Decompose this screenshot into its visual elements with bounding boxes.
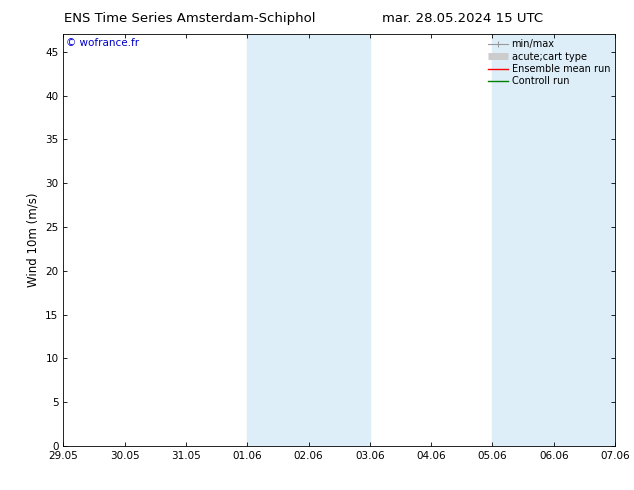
Legend: min/max, acute;cart type, Ensemble mean run, Controll run: min/max, acute;cart type, Ensemble mean … xyxy=(486,36,613,89)
Bar xyxy=(493,34,615,446)
Text: © wofrance.fr: © wofrance.fr xyxy=(66,38,139,49)
Bar xyxy=(247,34,370,446)
Text: mar. 28.05.2024 15 UTC: mar. 28.05.2024 15 UTC xyxy=(382,12,543,25)
Text: ENS Time Series Amsterdam-Schiphol: ENS Time Series Amsterdam-Schiphol xyxy=(65,12,316,25)
Y-axis label: Wind 10m (m/s): Wind 10m (m/s) xyxy=(27,193,40,287)
